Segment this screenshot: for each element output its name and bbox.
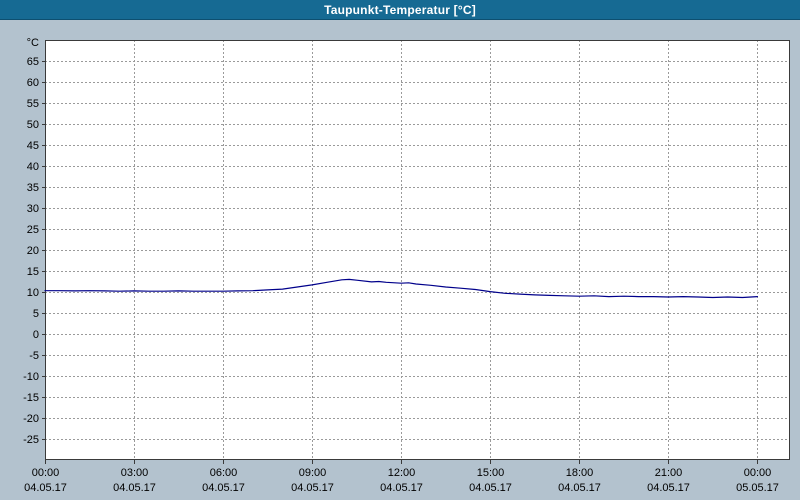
- y-tick-label: 55: [27, 98, 39, 110]
- y-tick-label: -25: [23, 434, 39, 446]
- y-tick-label: 65: [27, 56, 39, 68]
- y-tick-label: -5: [29, 350, 39, 362]
- x-tick-date-label: 04.05.17: [24, 482, 67, 494]
- x-tick-date-label: 04.05.17: [291, 482, 334, 494]
- x-tick-time-label: 03:00: [121, 467, 149, 479]
- x-tick-date-label: 04.05.17: [469, 482, 512, 494]
- x-tick-time-label: 00:00: [32, 467, 60, 479]
- x-tick-time-label: 18:00: [566, 467, 594, 479]
- y-tick-label: 0: [33, 329, 39, 341]
- dewpoint-chart: 65605550454035302520151050-5-10-15-20-25…: [23, 37, 790, 494]
- x-tick-date-label: 04.05.17: [647, 482, 690, 494]
- y-tick-label: 10: [27, 287, 39, 299]
- y-tick-label: -15: [23, 392, 39, 404]
- y-tick-label: 25: [27, 224, 39, 236]
- x-tick-time-label: 12:00: [388, 467, 416, 479]
- x-tick-time-label: 09:00: [299, 467, 327, 479]
- y-tick-label: -10: [23, 371, 39, 383]
- y-tick-label: 20: [27, 245, 39, 257]
- x-tick-time-label: 21:00: [655, 467, 683, 479]
- y-tick-label: -20: [23, 413, 39, 425]
- y-tick-label: 45: [27, 140, 39, 152]
- chart-area: 65 60 55 50 45 40 35 30 25 20 15 10 5 0 -5 -10 -15 -20 -25…: [0, 20, 800, 499]
- y-tick-label: 50: [27, 119, 39, 131]
- y-axis-unit-label: °C: [27, 37, 39, 49]
- x-tick-date-label: 04.05.17: [202, 482, 245, 494]
- y-tick-label: 40: [27, 161, 39, 173]
- x-tick-time-label: 15:00: [477, 467, 505, 479]
- temperature-line: [44, 278, 759, 299]
- plot-border: [45, 40, 790, 460]
- y-tick-label: 15: [27, 266, 39, 278]
- x-tick-date-label: 05.05.17: [736, 482, 779, 494]
- x-tick-time-label: 00:00: [744, 467, 772, 479]
- window-title: Taupunkt-Temperatur [°C]: [324, 3, 476, 17]
- y-tick-label: 30: [27, 203, 39, 215]
- y-tick-label: 35: [27, 182, 39, 194]
- y-tick-label: 5: [33, 308, 39, 320]
- window-title-bar: Taupunkt-Temperatur [°C]: [0, 0, 800, 20]
- x-tick-date-label: 04.05.17: [113, 482, 156, 494]
- x-tick-date-label: 04.05.17: [380, 482, 423, 494]
- y-tick-label: 60: [27, 77, 39, 89]
- x-tick-time-label: 06:00: [210, 467, 238, 479]
- x-tick-date-label: 04.05.17: [558, 482, 601, 494]
